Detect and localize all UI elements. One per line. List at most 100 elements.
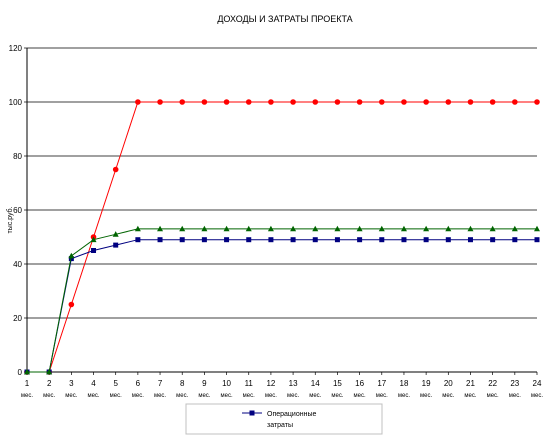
y-tick-label: 60: [13, 206, 22, 215]
data-point: [512, 237, 518, 243]
x-tick-label: 22: [488, 379, 497, 388]
x-tick-sublabel: мес.: [487, 393, 499, 399]
data-point: [290, 225, 297, 232]
series-line: [27, 228, 537, 373]
data-point: [312, 225, 319, 232]
data-point: [223, 99, 230, 105]
data-point: [46, 368, 53, 375]
x-tick-sublabel: мес.: [198, 393, 210, 399]
data-point: [334, 225, 341, 232]
data-point: [512, 99, 518, 105]
data-point: [245, 99, 252, 105]
x-tick-label: 12: [266, 379, 275, 388]
x-tick-label: 20: [444, 379, 453, 388]
data-point: [423, 225, 430, 232]
legend: Операционные затраты: [185, 403, 383, 435]
data-point: [423, 99, 429, 105]
data-point: [379, 237, 385, 243]
x-tick-label: 13: [289, 379, 298, 388]
data-point: [534, 225, 540, 232]
y-tick-label: 40: [13, 260, 22, 269]
x-tick-label: 17: [377, 379, 386, 388]
series-2: [24, 237, 540, 375]
x-tick-sublabel: мес.: [376, 393, 388, 399]
data-point: [423, 237, 429, 243]
y-ticks: 0 20 40 60 80 100 120: [9, 44, 27, 377]
x-tick-label: 23: [510, 379, 519, 388]
data-point: [179, 225, 186, 232]
data-point: [201, 99, 208, 105]
data-point: [68, 301, 75, 308]
x-tick-sublabel: мес.: [420, 393, 432, 399]
x-tick-sublabel: мес.: [531, 393, 543, 399]
x-tick-label: 1: [25, 379, 30, 388]
data-point: [290, 99, 296, 105]
y-axis-label: тыс.руб.: [6, 206, 14, 233]
x-tick-sublabel: мес.: [287, 393, 299, 399]
x-tick-label: 8: [180, 379, 185, 388]
data-point: [401, 237, 407, 243]
x-tick-label: 16: [355, 379, 364, 388]
data-point: [357, 237, 363, 243]
data-point: [378, 225, 385, 232]
x-tick-sublabel: мес.: [265, 393, 277, 399]
series-layer: [24, 99, 540, 375]
x-tick-sublabel: мес.: [154, 393, 166, 399]
x-tick-sublabel: мес.: [354, 393, 366, 399]
data-point: [534, 237, 540, 243]
series-1: [24, 99, 540, 375]
data-point: [157, 99, 163, 105]
data-point: [378, 99, 385, 105]
x-tick-sublabel: мес.: [331, 393, 343, 399]
x-tick-label: 19: [422, 379, 431, 388]
data-point: [490, 237, 496, 243]
x-tick-sublabel: мес.: [87, 393, 99, 399]
data-point: [224, 237, 230, 243]
data-point: [68, 252, 75, 259]
x-tick-label: 18: [400, 379, 409, 388]
data-point: [356, 99, 363, 105]
x-tick-label: 4: [91, 379, 96, 388]
series-line: [27, 239, 537, 373]
x-tick-sublabel: мес.: [442, 393, 454, 399]
x-tick-label: 21: [466, 379, 475, 388]
x-tick-sublabel: мес.: [21, 393, 33, 399]
data-point: [24, 368, 30, 375]
data-point: [290, 237, 296, 243]
x-tick-sublabel: мес.: [398, 393, 410, 399]
x-tick-sublabel: мес.: [43, 393, 55, 399]
x-ticks: 1 мес. 2 мес. 3 мес. 4 мес. 5 мес. 6 мес. 7 мес. 8 мес.…: [21, 372, 543, 399]
legend-box: [185, 403, 383, 435]
y-tick-label: 120: [9, 44, 23, 53]
legend-entry-line1: Операционные: [267, 411, 316, 418]
data-point: [467, 225, 474, 232]
x-tick-sublabel: мес.: [220, 393, 232, 399]
legend-entry-line2: затраты: [267, 422, 293, 429]
x-tick-label: 15: [333, 379, 342, 388]
y-tick-label: 100: [9, 98, 23, 107]
data-point: [91, 248, 97, 253]
data-point: [268, 99, 274, 105]
x-tick-label: 24: [533, 379, 542, 388]
data-point: [511, 225, 518, 232]
data-point: [312, 237, 318, 243]
x-tick-label: 3: [69, 379, 74, 388]
data-point: [112, 166, 119, 173]
x-tick-sublabel: мес.: [110, 393, 122, 399]
x-tick-sublabel: мес.: [509, 393, 521, 399]
x-tick-sublabel: мес.: [309, 393, 321, 399]
data-point: [534, 99, 540, 105]
data-point: [179, 237, 185, 243]
data-point: [246, 237, 252, 243]
series-line: [27, 101, 537, 373]
data-point: [445, 99, 452, 105]
data-point: [157, 225, 164, 232]
y-tick-label: 0: [18, 368, 23, 377]
data-point: [312, 99, 319, 105]
legend-marker-square: [249, 410, 255, 416]
x-tick-label: 11: [245, 379, 254, 388]
data-point: [223, 225, 230, 232]
data-point: [445, 237, 451, 243]
